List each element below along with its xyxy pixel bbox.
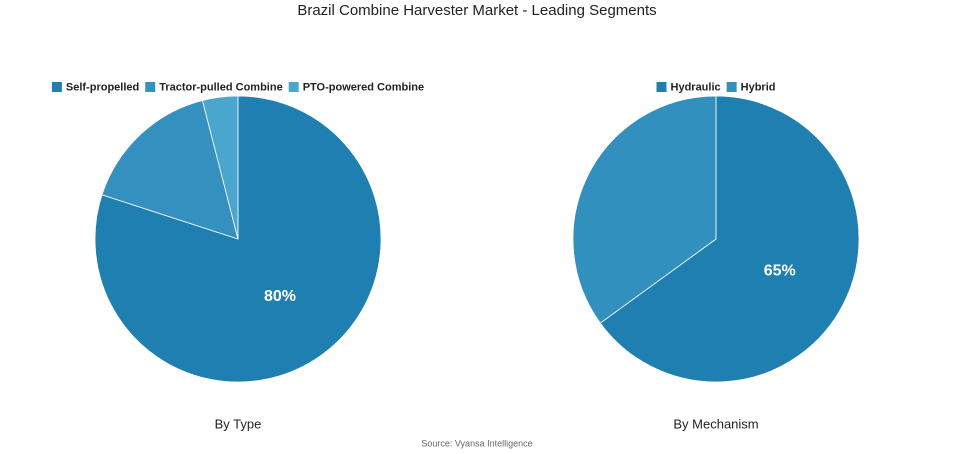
- legend-swatch: [656, 82, 667, 92]
- legend-swatch: [51, 82, 62, 92]
- legend-label: Self-propelled: [66, 81, 139, 93]
- value-label: 65%: [764, 263, 796, 280]
- pie-slice: [599, 95, 860, 383]
- chart-subtitle: By Type: [215, 416, 262, 431]
- pie-slice: [572, 95, 717, 324]
- legend-swatch: [288, 82, 299, 92]
- page-title: Brazil Combine Harvester Market - Leadin…: [297, 2, 656, 19]
- legend: Self-propelled Tractor-pulled Combine PTO-…: [51, 81, 424, 93]
- legend-swatch: [726, 82, 737, 92]
- legend-label: Tractor-pulled Combine: [159, 81, 282, 93]
- pie-slice: [101, 100, 239, 240]
- pie-slice: [201, 95, 239, 240]
- value-label: 80%: [264, 288, 296, 305]
- legend-label: PTO-powered Combine: [303, 81, 424, 93]
- source: Source: Vyansa Intelligence: [421, 438, 532, 448]
- chart-subtitle: By Mechanism: [673, 416, 758, 431]
- legend-label: Hybrid: [741, 81, 776, 93]
- legend-label: Hydraulic: [671, 81, 721, 93]
- legend-swatch: [145, 82, 156, 92]
- legend: Hydraulic Hybrid: [656, 81, 776, 93]
